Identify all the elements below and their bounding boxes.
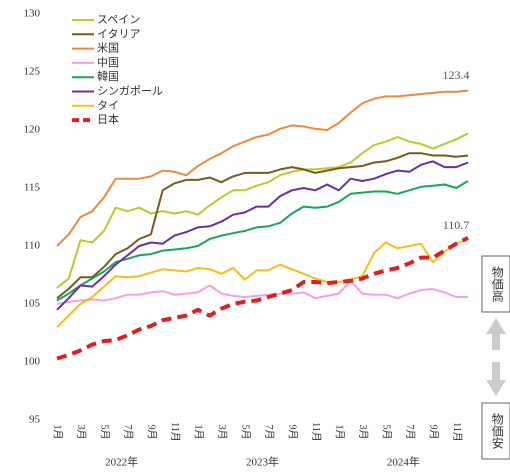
series-line (56, 238, 469, 328)
legend-label: 日本 (97, 112, 119, 126)
year-label: 2023年 (246, 455, 279, 469)
series-line (56, 132, 469, 289)
x-tick-label: 1月 (193, 425, 205, 440)
arrow-up (486, 318, 506, 350)
x-tick-label: 11月 (310, 422, 322, 442)
arrow-down (486, 362, 506, 396)
side-label: 物価高 (490, 266, 504, 303)
annotation: 110.7 (443, 218, 470, 232)
x-tick-label: 3月 (216, 425, 228, 440)
series-line (56, 236, 469, 361)
year-label: 2022年 (105, 455, 138, 469)
side-box-low (481, 402, 510, 460)
x-tick-label: 1月 (334, 425, 346, 440)
legend-label: タイ (97, 99, 119, 112)
y-tick-label: 100 (24, 356, 41, 368)
y-tick-label: 115 (24, 182, 41, 194)
legend-label: 米国 (97, 42, 119, 55)
series-line (56, 160, 469, 311)
side-box-high (481, 255, 510, 313)
x-tick-label: 11月 (169, 422, 181, 442)
side-label: 物価安 (490, 413, 504, 449)
y-tick-label: 110 (24, 240, 41, 252)
x-tick-label: 3月 (75, 425, 87, 440)
series-line (56, 152, 469, 299)
y-tick-label: 120 (24, 124, 41, 136)
series-line (56, 180, 469, 302)
legend-label: イタリア (97, 27, 141, 40)
y-tick-label: 125 (24, 66, 41, 78)
x-tick-label: 9月 (287, 425, 299, 440)
x-tick-label: 5月 (381, 425, 393, 440)
legend-label: スペイン (97, 13, 140, 26)
annotation: 123.4 (443, 68, 470, 82)
legend-label: 中国 (97, 56, 119, 69)
x-tick-label: 7月 (263, 425, 275, 440)
x-tick-label: 11月 (451, 422, 463, 442)
y-tick-label: 105 (24, 298, 41, 310)
series-line (56, 279, 468, 305)
y-tick-label: 130 (24, 8, 41, 20)
x-tick-label: 9月 (427, 425, 439, 440)
x-tick-label: 5月 (240, 425, 252, 440)
year-label: 2024年 (387, 455, 420, 469)
series-line (56, 89, 469, 247)
legend-label: 韓国 (97, 70, 119, 83)
y-tick-label: 95 (29, 414, 41, 426)
legend-label: シンガポール (97, 85, 163, 98)
x-tick-label: 9月 (146, 425, 158, 440)
x-tick-label: 1月 (52, 425, 64, 440)
x-tick-label: 3月 (357, 425, 369, 440)
x-tick-label: 7月 (404, 425, 416, 440)
x-tick-label: 7月 (122, 425, 134, 440)
x-tick-label: 5月 (99, 425, 111, 440)
